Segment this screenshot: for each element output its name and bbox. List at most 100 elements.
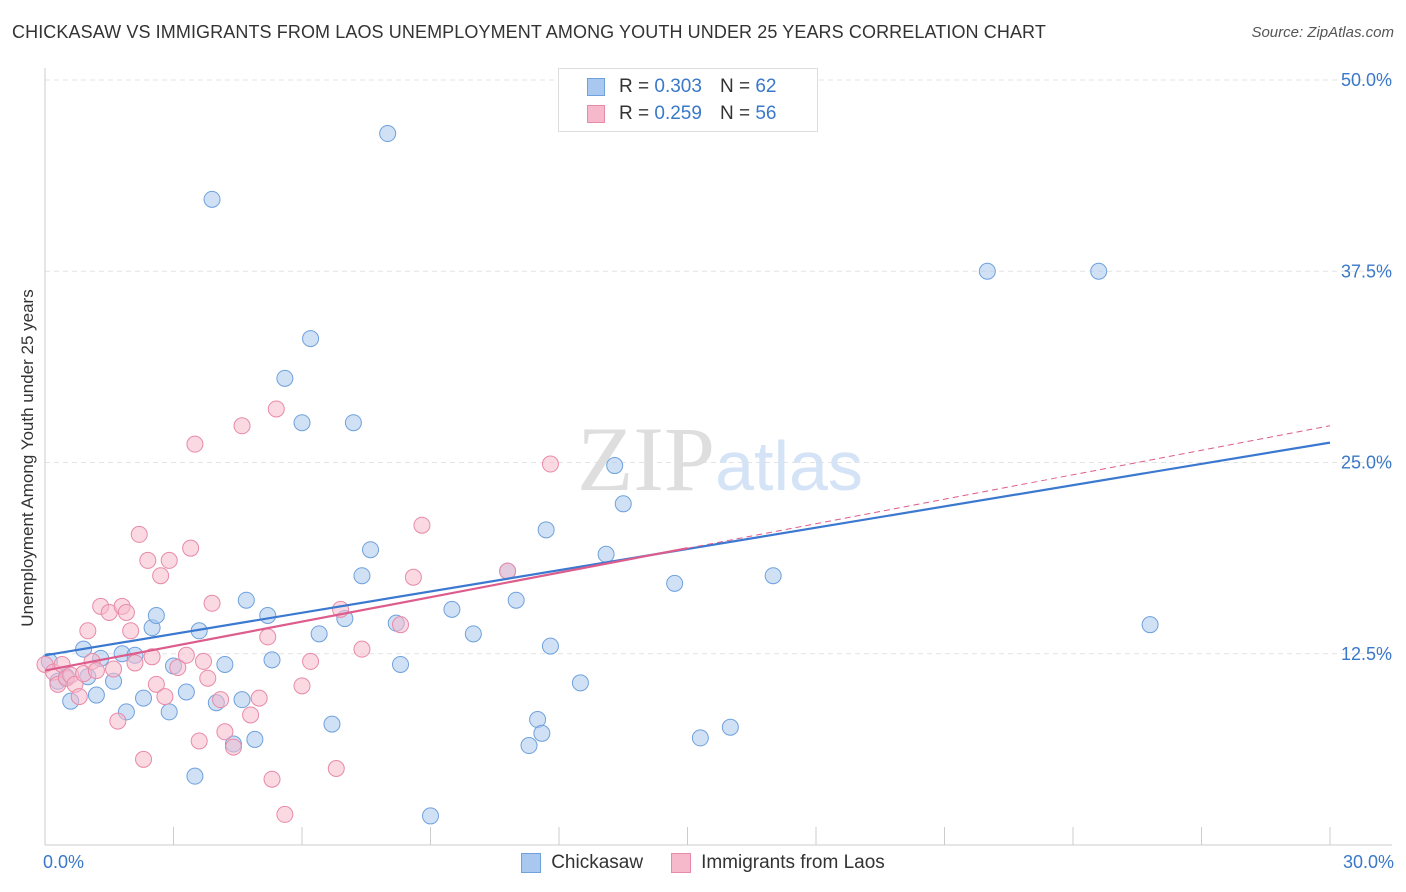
data-point bbox=[135, 689, 153, 707]
data-point bbox=[130, 525, 148, 543]
bottom-legend-laos: Immigrants from Laos bbox=[671, 852, 885, 874]
legend-r-value-chickasaw: 0.303 bbox=[654, 76, 702, 97]
data-point bbox=[443, 600, 461, 618]
data-point bbox=[614, 495, 632, 513]
data-point bbox=[216, 723, 234, 741]
data-point bbox=[242, 706, 260, 724]
data-point bbox=[533, 724, 551, 742]
legend-r-label: R = bbox=[619, 103, 650, 124]
bottom-legend-label-laos: Immigrants from Laos bbox=[701, 852, 885, 873]
legend-n-value-laos: 56 bbox=[755, 103, 777, 124]
data-point bbox=[160, 703, 178, 721]
data-point bbox=[186, 435, 204, 453]
y-tick-label: 25.0% bbox=[1341, 453, 1392, 473]
data-point bbox=[302, 652, 320, 670]
data-point bbox=[464, 625, 482, 643]
data-point bbox=[117, 603, 135, 621]
legend-row-laos: R = 0.259 N = 56 bbox=[587, 102, 776, 126]
watermark: ZIPatlas bbox=[577, 408, 863, 510]
data-point bbox=[250, 689, 268, 707]
data-point bbox=[666, 574, 684, 592]
data-point bbox=[597, 545, 615, 563]
data-point bbox=[87, 662, 105, 680]
trend-line-laos-extension bbox=[687, 425, 1331, 549]
data-point bbox=[571, 674, 589, 692]
chart-source: Source: ZipAtlas.com bbox=[1251, 24, 1394, 41]
data-point bbox=[541, 637, 559, 655]
data-point bbox=[537, 521, 555, 539]
data-point bbox=[70, 688, 88, 706]
bottom-legend-chickasaw: Chickasaw bbox=[521, 852, 643, 874]
data-point bbox=[233, 691, 251, 709]
data-point bbox=[302, 330, 320, 348]
data-point bbox=[1141, 616, 1159, 634]
data-point bbox=[199, 669, 217, 687]
x-tick-max: 30.0% bbox=[1342, 852, 1394, 872]
x-tick-min: 0.0% bbox=[43, 852, 85, 872]
axes bbox=[44, 68, 1392, 846]
data-point bbox=[87, 686, 105, 704]
legend-swatch-laos bbox=[587, 105, 605, 123]
data-point bbox=[109, 712, 127, 730]
y-tick-label: 50.0% bbox=[1341, 70, 1392, 90]
data-point bbox=[160, 551, 178, 569]
data-point bbox=[139, 551, 157, 569]
data-point bbox=[1090, 262, 1108, 280]
data-point bbox=[520, 737, 538, 755]
data-point bbox=[293, 677, 311, 695]
y-axis-label: Unemployment Among Youth under 25 years bbox=[18, 289, 37, 627]
data-point bbox=[182, 539, 200, 557]
data-point bbox=[122, 622, 140, 640]
legend: R = 0.303 N = 62 R = 0.259 N = 56 bbox=[558, 68, 818, 132]
trend-line-laos bbox=[44, 547, 688, 672]
legend-n-label: N = bbox=[719, 103, 751, 124]
y-tick-labels: 12.5% 25.0% 37.5% 50.0% bbox=[1341, 70, 1392, 664]
legend-r-value-laos: 0.259 bbox=[654, 103, 702, 124]
legend-r-label: R = bbox=[619, 76, 650, 97]
data-point bbox=[212, 691, 230, 709]
data-point bbox=[190, 732, 208, 750]
data-point bbox=[379, 125, 397, 143]
data-point bbox=[344, 414, 362, 432]
data-point bbox=[203, 594, 221, 612]
data-point bbox=[177, 646, 195, 664]
data-point bbox=[353, 567, 371, 585]
data-point bbox=[143, 648, 161, 666]
legend-n-value-chickasaw: 62 bbox=[755, 76, 777, 97]
data-point bbox=[541, 455, 559, 473]
legend-row-chickasaw: R = 0.303 N = 62 bbox=[587, 75, 776, 99]
data-point bbox=[353, 640, 371, 658]
data-point bbox=[721, 718, 739, 736]
data-point bbox=[327, 760, 345, 777]
data-point bbox=[310, 625, 328, 643]
data-point bbox=[224, 738, 242, 756]
data-point bbox=[246, 730, 264, 748]
legend-swatch-chickasaw bbox=[587, 78, 605, 96]
trend-lines bbox=[44, 425, 1331, 672]
data-point bbox=[259, 607, 277, 624]
data-point bbox=[293, 414, 311, 432]
data-point bbox=[152, 567, 170, 585]
data-point bbox=[147, 607, 165, 624]
data-point bbox=[186, 767, 204, 785]
data-point bbox=[422, 807, 439, 825]
gridlines bbox=[45, 79, 1392, 655]
data-point bbox=[392, 655, 410, 673]
bottom-legend-swatch-laos bbox=[671, 853, 692, 873]
data-point bbox=[362, 541, 380, 559]
data-point bbox=[194, 652, 212, 670]
series-laos bbox=[36, 400, 559, 823]
data-point bbox=[764, 567, 782, 585]
y-tick-label: 37.5% bbox=[1341, 261, 1392, 281]
data-point bbox=[216, 655, 234, 673]
data-point bbox=[276, 805, 294, 823]
data-point bbox=[978, 262, 996, 280]
data-point bbox=[126, 654, 144, 672]
data-point bbox=[169, 659, 187, 677]
data-point bbox=[404, 568, 422, 586]
data-point bbox=[413, 516, 431, 534]
data-point bbox=[237, 591, 255, 609]
data-point bbox=[135, 750, 153, 768]
data-point bbox=[79, 622, 97, 640]
